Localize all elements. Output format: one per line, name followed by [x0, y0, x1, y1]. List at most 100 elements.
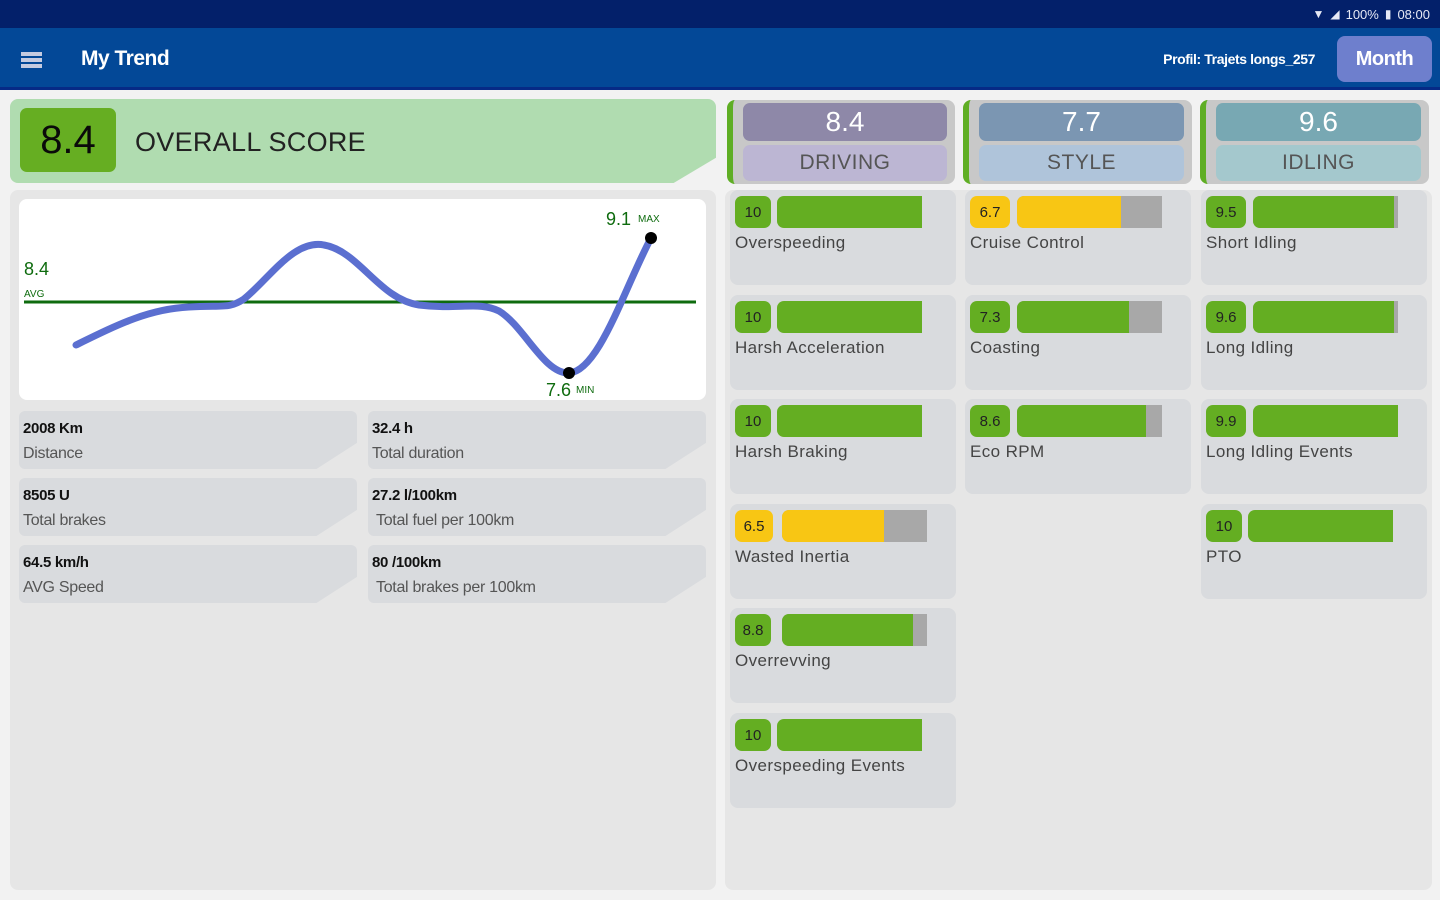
metric-progress-bar [782, 510, 927, 542]
metric-label: Harsh Braking [735, 442, 848, 461]
metric-progress-bar [777, 405, 922, 437]
metric-long-idling[interactable]: 9.6 Long Idling [1201, 295, 1427, 390]
metric-score-badge: 9.6 [1206, 301, 1246, 333]
metric-progress-bar [1253, 405, 1398, 437]
metric-label: PTO [1206, 547, 1242, 566]
stat-label: Total fuel per 100km [376, 512, 515, 529]
metric-label: Cruise Control [970, 233, 1085, 252]
metric-score-badge: 10 [735, 719, 771, 751]
stat-distance: 2008 Km Distance [19, 411, 357, 469]
metric-progress-bar [1253, 196, 1398, 228]
stat-total-brakes: 8505 U Total brakes [19, 478, 357, 536]
stat-value: 8505 U [23, 487, 70, 504]
metric-overspeeding-events[interactable]: 10 Overspeeding Events [730, 713, 956, 808]
metric-score-badge: 6.5 [735, 510, 773, 542]
overall-score-label: OVERALL SCORE [135, 127, 366, 157]
metric-score-badge: 6.7 [970, 196, 1010, 228]
metric-progress-bar [1017, 301, 1162, 333]
category-style[interactable]: 7.7 STYLE [963, 100, 1192, 184]
metric-harsh-acceleration[interactable]: 10 Harsh Acceleration [730, 295, 956, 390]
period-month-button[interactable]: Month [1337, 36, 1432, 82]
stat-value: 27.2 l/100km [372, 487, 457, 504]
metric-wasted-inertia[interactable]: 6.5 Wasted Inertia [730, 504, 956, 599]
signal-icon: ◢ [1330, 7, 1340, 21]
stat-fuel-per-100km: 27.2 l/100km Total fuel per 100km [368, 478, 706, 536]
category-score: 8.4 [743, 103, 947, 141]
stat-value: 80 /100km [372, 554, 442, 571]
metric-pto[interactable]: 10 PTO [1201, 504, 1427, 599]
category-driving[interactable]: 8.4 DRIVING [727, 100, 955, 184]
stat-value: 2008 Km [23, 420, 83, 437]
stat-avg-speed: 64.5 km/h AVG Speed [19, 545, 357, 603]
avg-label: AVG [24, 289, 45, 300]
metric-eco-rpm[interactable]: 8.6 Eco RPM [965, 399, 1191, 494]
metric-label: Wasted Inertia [735, 547, 850, 566]
min-label: MIN [576, 385, 594, 396]
metric-label: Overspeeding [735, 233, 846, 252]
metric-short-idling[interactable]: 9.5 Short Idling [1201, 190, 1427, 285]
metric-label: Long Idling Events [1206, 442, 1354, 461]
trend-line-chart: 8.4 AVG 9.1 MAX 7.6 MIN [24, 209, 696, 400]
metric-progress-bar [777, 196, 922, 228]
overall-score-badge: 8.4 [20, 108, 116, 172]
metric-harsh-braking[interactable]: 10 Harsh Braking [730, 399, 956, 494]
category-score: 7.7 [979, 103, 1184, 141]
battery-icon: ▮ [1384, 7, 1392, 21]
metric-label: Eco RPM [970, 442, 1045, 461]
stat-brakes-per-100km: 80 /100km Total brakes per 100km [368, 545, 706, 603]
metric-label: Overspeeding Events [735, 756, 906, 775]
max-point[interactable] [645, 232, 657, 244]
avg-value: 8.4 [24, 259, 49, 279]
metric-score-badge: 7.3 [970, 301, 1010, 333]
app-bar: My Trend Profil: Trajets longs_257 Month [0, 28, 1440, 90]
min-value: 7.6 [546, 380, 571, 400]
metric-label: Harsh Acceleration [735, 338, 885, 357]
min-point[interactable] [563, 367, 575, 379]
metric-progress-bar [1248, 510, 1393, 542]
stat-label: Total brakes per 100km [376, 579, 536, 596]
metric-score-badge: 8.6 [970, 405, 1010, 437]
page-title: My Trend [81, 47, 170, 70]
metric-score-badge: 10 [735, 405, 771, 437]
metric-score-badge: 8.8 [735, 614, 771, 646]
stat-total-duration: 32.4 h Total duration [368, 411, 706, 469]
clock: 08:00 [1397, 6, 1430, 22]
metric-progress-bar [777, 301, 922, 333]
stat-value: 64.5 km/h [23, 554, 89, 571]
overall-score-banner [10, 99, 716, 183]
metric-progress-bar [777, 719, 922, 751]
metric-cruise-control[interactable]: 6.7 Cruise Control [965, 190, 1191, 285]
metric-progress-bar [1017, 196, 1162, 228]
max-label: MAX [638, 214, 660, 225]
metric-label: Long Idling [1206, 338, 1294, 357]
metric-coasting[interactable]: 7.3 Coasting [965, 295, 1191, 390]
category-idling[interactable]: 9.6 IDLING [1200, 100, 1429, 184]
metric-score-badge: 10 [735, 196, 771, 228]
metric-long-idling-events[interactable]: 9.9 Long Idling Events [1201, 399, 1427, 494]
stat-value: 32.4 h [372, 420, 413, 437]
metric-overrevving[interactable]: 8.8 Overrevving [730, 608, 956, 703]
metric-label: Coasting [970, 338, 1041, 357]
wifi-icon: ▼ [1312, 7, 1325, 21]
metric-label: Short Idling [1206, 233, 1297, 252]
stat-label: Total brakes [23, 512, 106, 529]
metric-progress-bar [782, 614, 927, 646]
metric-label: Overrevving [735, 651, 832, 670]
category-label: DRIVING [743, 145, 947, 181]
profile-label[interactable]: Profil: Trajets longs_257 [1163, 51, 1315, 67]
max-value: 9.1 [606, 209, 631, 229]
metric-progress-bar [1253, 301, 1398, 333]
battery-percent: 100% [1345, 6, 1379, 22]
trend-line [72, 234, 655, 377]
category-label: STYLE [979, 145, 1184, 181]
stat-label: Distance [23, 445, 83, 462]
hamburger-menu-icon[interactable] [21, 52, 42, 68]
metric-score-badge: 9.5 [1206, 196, 1246, 228]
status-bar: ▼ ◢ 100% ▮ 08:00 [0, 0, 1440, 28]
metric-score-badge: 9.9 [1206, 405, 1246, 437]
metric-overspeeding[interactable]: 10 Overspeeding [730, 190, 956, 285]
metric-score-badge: 10 [1206, 510, 1242, 542]
metric-progress-bar [1017, 405, 1162, 437]
category-score: 9.6 [1216, 103, 1421, 141]
metric-score-badge: 10 [735, 301, 771, 333]
